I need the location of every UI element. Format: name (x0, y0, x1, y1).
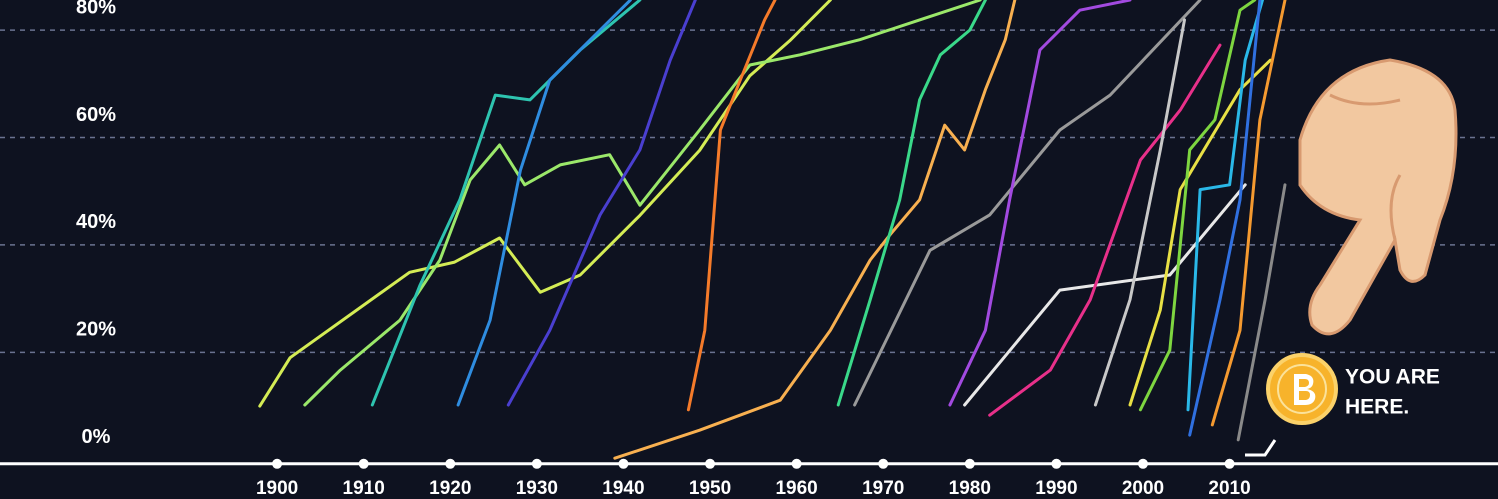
x-tick-label: 1990 (1035, 478, 1077, 499)
y-tick-label: 60% (76, 104, 116, 126)
series-line (613, 0, 1017, 460)
x-tick-label: 1970 (862, 478, 904, 499)
annotation: HERE. (1345, 396, 1409, 419)
x-tick-label: 2000 (1122, 478, 1164, 499)
x-tick-mark (1137, 458, 1148, 469)
series-line (686, 0, 777, 412)
series-line (1128, 58, 1272, 407)
series-line (948, 0, 1132, 407)
x-tick-label: 1930 (516, 478, 558, 499)
x-tick-mark (531, 458, 542, 469)
x-tick-mark (272, 458, 283, 469)
x-tick-label: 1900 (256, 478, 298, 499)
series-line (1138, 0, 1257, 412)
series-line (303, 0, 982, 407)
series-line (506, 0, 697, 407)
x-tick-mark (445, 458, 456, 469)
y-tick-label: 0% (82, 426, 111, 448)
series-line (836, 0, 987, 407)
x-tick-mark (358, 458, 369, 469)
annotation: YOU ARE (1345, 366, 1440, 389)
x-tick-mark (618, 458, 629, 469)
x-tick-label: 1940 (602, 478, 644, 499)
series-line (988, 43, 1222, 417)
series-line (1236, 183, 1287, 442)
series-line (258, 0, 832, 408)
series-line (456, 0, 632, 407)
series-line (853, 0, 1202, 407)
series-line (1093, 18, 1186, 407)
series-line (1186, 0, 1264, 412)
x-tick-label: 1980 (949, 478, 991, 499)
x-tick-mark (791, 458, 802, 469)
x-tick-label: 1920 (429, 478, 471, 499)
x-tick-label: 2010 (1208, 478, 1250, 499)
x-tick-label: 1910 (343, 478, 385, 499)
x-tick-mark (964, 458, 975, 469)
x-tick-mark (1224, 458, 1235, 469)
x-tick-mark (1051, 458, 1062, 469)
x-tick-mark (705, 458, 716, 469)
bitcoin-icon (1266, 353, 1338, 425)
x-tick-label: 1960 (775, 478, 817, 499)
y-tick-label: 80% (76, 0, 116, 18)
pointer-mark (1245, 439, 1277, 457)
x-tick-label: 1950 (689, 478, 731, 499)
y-tick-label: 40% (76, 211, 116, 233)
hand-icon (1298, 58, 1458, 336)
series-line (963, 183, 1247, 407)
series-line (1210, 0, 1287, 427)
lines (258, 0, 1287, 460)
y-tick-label: 20% (76, 319, 116, 341)
x-tick-mark (878, 458, 889, 469)
series-line (1188, 0, 1262, 437)
